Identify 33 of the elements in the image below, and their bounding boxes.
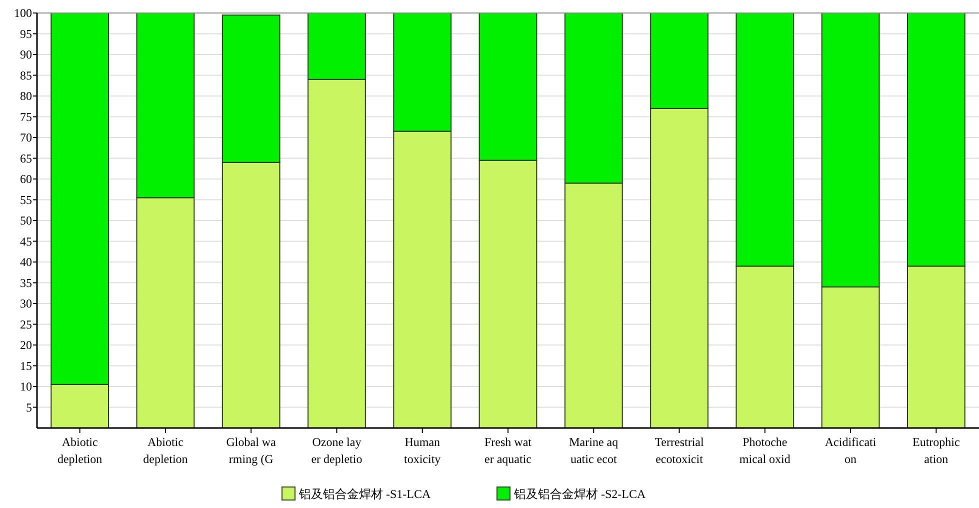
y-tick-label: 85 (20, 68, 32, 82)
legend-item: 铝及铝合金焊材 -S2-LCA (496, 486, 646, 501)
y-tick-label: 35 (20, 276, 32, 290)
y-tick-label: 50 (20, 214, 32, 228)
x-tick-label: Photoche mical oxid (739, 435, 790, 466)
y-tick-label: 20 (20, 338, 32, 352)
legend-item: 铝及铝合金焊材 -S1-LCA (282, 486, 431, 501)
x-tick-label: Human toxicity (404, 435, 441, 466)
y-tick-label: 80 (20, 89, 32, 103)
x-tick-label: Abiotic depletion (57, 435, 102, 466)
x-tick-label: Eutrophic ation (912, 435, 960, 466)
y-tick-label: 60 (20, 172, 32, 186)
y-tick-label: 75 (20, 110, 32, 124)
y-tick-label: 25 (20, 317, 32, 332)
y-tick-label: 70 (20, 130, 32, 144)
x-tick-label: Ozone lay er depletio (311, 435, 362, 466)
x-tick-label: Marine aq uatic ecot (569, 435, 618, 466)
x-tick-label: Terrestrial ecotoxicit (654, 435, 704, 466)
y-tick-label: 5 (26, 400, 32, 414)
y-tick-label: 90 (20, 48, 32, 62)
y-tick-label: 100 (14, 6, 32, 20)
x-tick-label: Fresh wat er aquatic (484, 435, 532, 466)
y-tick-label: 55 (20, 192, 32, 207)
y-tick-label: 65 (20, 151, 32, 166)
y-tick-label: 45 (20, 234, 32, 248)
x-tick-label: Acidificati on (824, 435, 877, 466)
y-tick-label: 15 (20, 358, 32, 373)
y-tick-label: 30 (20, 296, 32, 310)
y-tick-label: 10 (20, 380, 32, 394)
y-tick-label: 95 (20, 26, 32, 41)
y-tick-label: 40 (20, 255, 32, 269)
x-tick-label: Abiotic depletion (143, 435, 188, 466)
x-tick-label: Global wa rming (G (226, 435, 277, 466)
